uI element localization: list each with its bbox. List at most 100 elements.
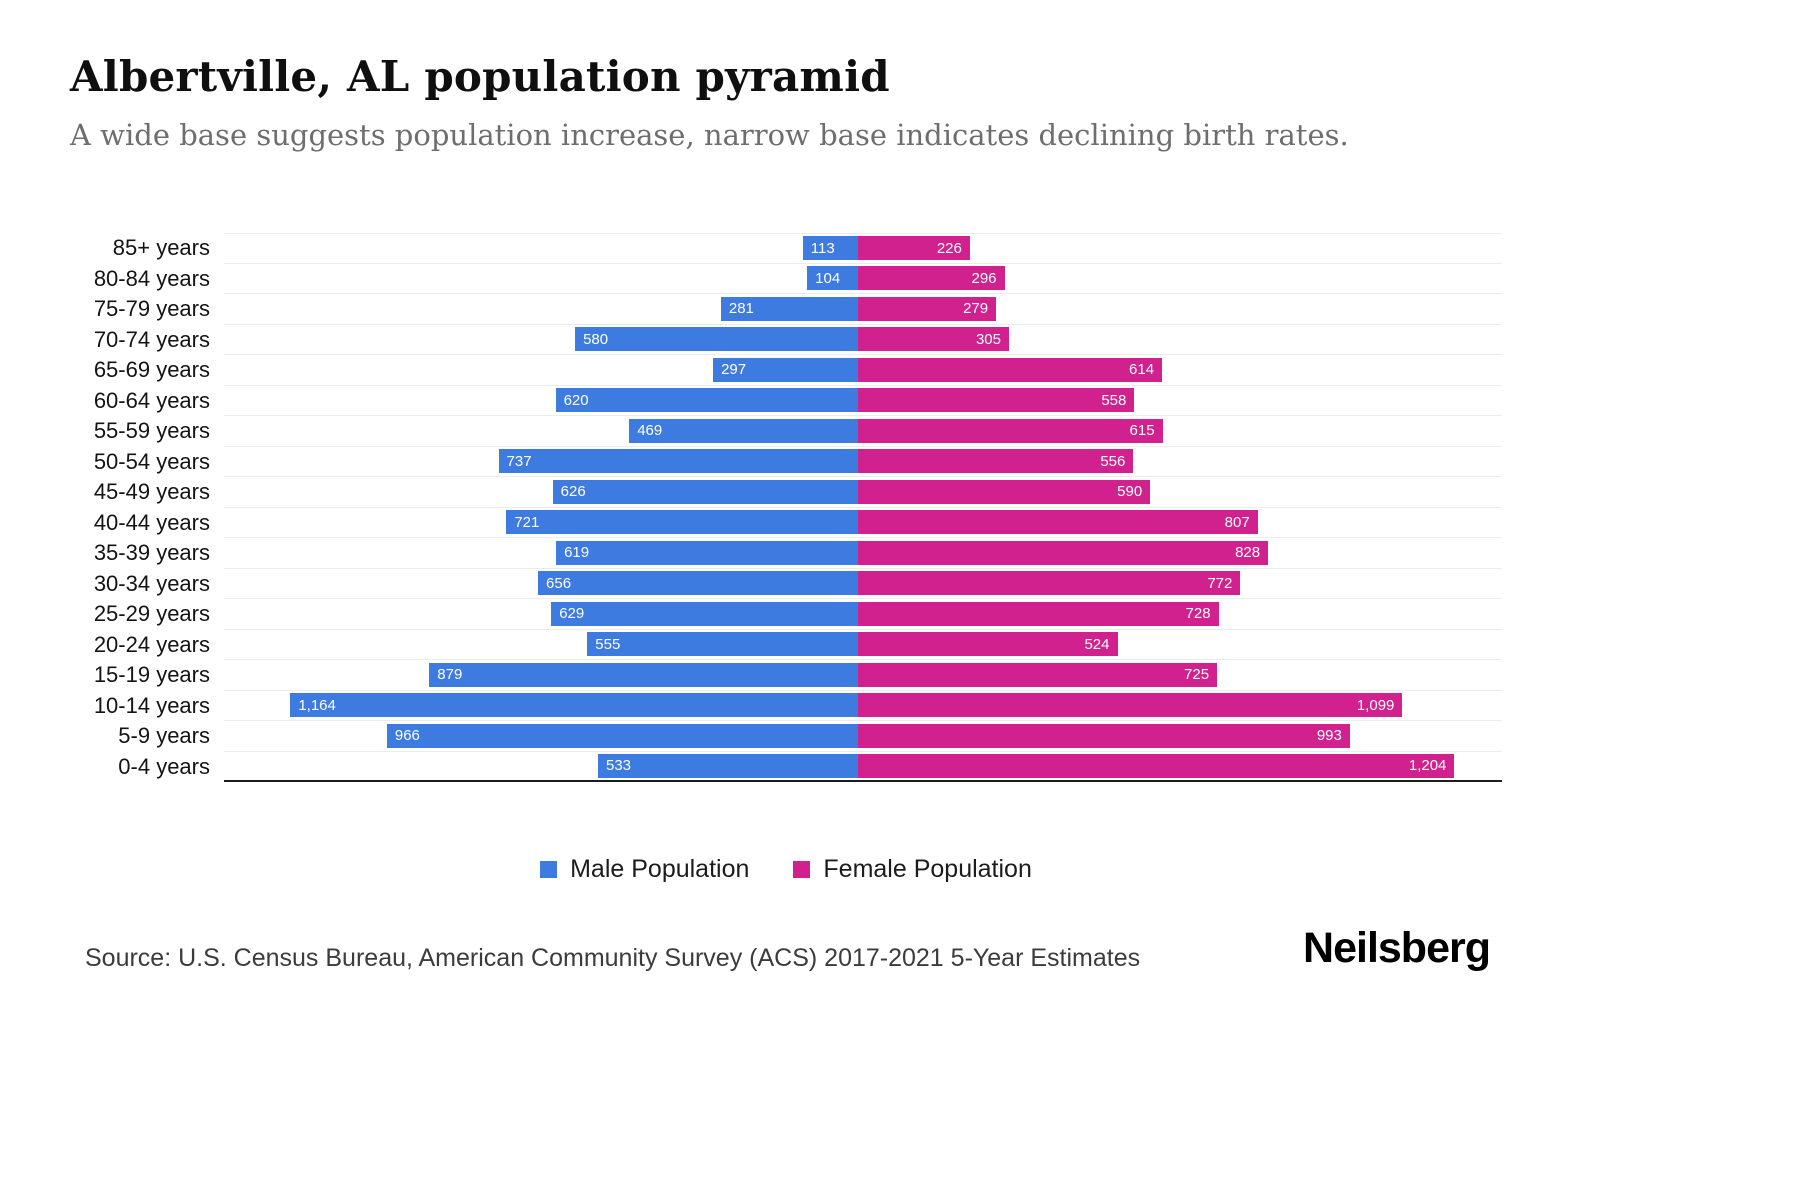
male-value-label: 113 — [810, 239, 835, 257]
pyramid-row: 80-84 years 104 296 — [70, 264, 1502, 294]
male-value-label: 629 — [559, 605, 585, 623]
age-group-label: 35-39 years — [93, 540, 210, 566]
age-group-label: 80-84 years — [93, 265, 210, 291]
age-group-label: 70-74 years — [93, 326, 210, 352]
pyramid-row: 0-4 years 533 1,204 — [70, 752, 1502, 782]
age-group-label: 50-54 years — [93, 448, 210, 474]
male-value-label: 879 — [437, 666, 463, 684]
male-bar: 104 — [807, 266, 858, 291]
legend-item-female: Female Population — [793, 855, 1032, 884]
source-attribution: Source: U.S. Census Bureau, American Com… — [85, 944, 1141, 972]
female-value-label: 614 — [1129, 361, 1155, 379]
legend-item-male: Male Population — [540, 855, 749, 884]
bar-area: 469 615 — [224, 416, 1502, 447]
male-value-label: 966 — [394, 727, 420, 745]
female-bar: 993 — [857, 723, 1350, 748]
age-group-label: 0-4 years — [118, 753, 210, 779]
male-value-label: 619 — [564, 544, 590, 562]
female-value-label: 807 — [1224, 513, 1250, 531]
female-bar: 1,204 — [857, 753, 1455, 778]
bar-area: 656 772 — [224, 569, 1502, 599]
female-value-label: 1,204 — [1408, 757, 1447, 775]
female-bar: 614 — [857, 357, 1163, 382]
bar-area: 580 305 — [224, 325, 1502, 355]
female-bar: 279 — [857, 296, 997, 321]
female-value-label: 226 — [936, 239, 962, 257]
male-value-label: 1,164 — [298, 696, 336, 714]
age-group-label: 75-79 years — [93, 296, 210, 322]
neilsberg-logo: Neilsberg — [1303, 924, 1491, 972]
age-group-label: 20-24 years — [93, 631, 210, 657]
pyramid-row: 85+ years 113 226 — [70, 233, 1502, 264]
male-bar: 966 — [386, 723, 858, 748]
female-value-label: 590 — [1117, 483, 1143, 501]
bar-area: 620 558 — [224, 386, 1502, 416]
female-bar: 1,099 — [857, 693, 1403, 718]
age-group-label: 40-44 years — [93, 509, 210, 535]
pyramid-row: 45-49 years 626 590 — [70, 477, 1502, 508]
female-bar: 305 — [857, 327, 1009, 352]
pyramid-row: 10-14 years 1,164 1,099 — [70, 691, 1502, 721]
female-bar: 828 — [857, 540, 1269, 565]
female-legend-swatch-icon — [793, 861, 811, 878]
male-bar: 555 — [587, 632, 858, 657]
male-bar: 737 — [498, 449, 858, 474]
bar-area: 737 556 — [224, 447, 1502, 477]
female-bar: 524 — [857, 632, 1118, 657]
female-value-label: 828 — [1235, 544, 1261, 562]
male-value-label: 721 — [514, 513, 540, 531]
male-value-label: 297 — [721, 361, 747, 379]
bar-area: 879 725 — [224, 660, 1502, 691]
female-bar: 226 — [857, 236, 970, 261]
female-value-label: 556 — [1100, 452, 1126, 470]
pyramid-row: 50-54 years 737 556 — [70, 447, 1502, 477]
female-bar: 558 — [857, 388, 1135, 413]
female-legend-label: Female Population — [823, 855, 1032, 883]
male-bar: 281 — [720, 296, 858, 321]
female-bar: 296 — [857, 266, 1005, 291]
bar-area: 533 1,204 — [224, 752, 1502, 782]
male-bar: 879 — [429, 662, 858, 687]
pyramid-row: 65-69 years 297 614 — [70, 355, 1502, 386]
bar-area: 297 614 — [224, 355, 1502, 386]
male-bar: 721 — [506, 510, 858, 535]
chart-legend: Male Population Female Population — [70, 855, 1502, 884]
pyramid-row: 55-59 years 469 615 — [70, 416, 1502, 447]
male-bar: 469 — [629, 418, 858, 443]
age-group-label: 65-69 years — [93, 357, 210, 383]
age-group-label: 30-34 years — [93, 570, 210, 596]
bar-area: 626 590 — [224, 477, 1502, 508]
female-value-label: 524 — [1084, 635, 1110, 653]
bar-area: 281 279 — [224, 294, 1502, 325]
male-bar: 656 — [538, 571, 858, 596]
male-value-label: 737 — [506, 452, 532, 470]
female-value-label: 615 — [1129, 422, 1155, 440]
bar-area: 966 993 — [224, 721, 1502, 752]
pyramid-row: 30-34 years 656 772 — [70, 569, 1502, 599]
age-group-label: 60-64 years — [93, 387, 210, 413]
pyramid-row: 15-19 years 879 725 — [70, 660, 1502, 691]
age-group-label: 45-49 years — [93, 479, 210, 505]
population-pyramid-chart: 85+ years 113 226 80-84 years 104 296 75-79 ye… — [70, 233, 1502, 782]
age-group-label: 10-14 years — [93, 692, 210, 718]
female-value-label: 725 — [1184, 666, 1210, 684]
male-bar: 626 — [552, 479, 858, 504]
male-bar: 113 — [802, 236, 858, 261]
female-value-label: 772 — [1207, 574, 1233, 592]
page-title: Albertville, AL population pyramid — [70, 52, 890, 101]
bar-area: 555 524 — [224, 630, 1502, 660]
female-value-label: 728 — [1185, 605, 1211, 623]
male-value-label: 626 — [560, 483, 586, 501]
pyramid-row: 70-74 years 580 305 — [70, 325, 1502, 355]
female-value-label: 279 — [963, 300, 989, 318]
male-bar: 620 — [555, 388, 858, 413]
age-group-label: 55-59 years — [93, 418, 210, 444]
age-group-label: 25-29 years — [93, 601, 210, 627]
female-bar: 728 — [857, 601, 1219, 626]
female-bar: 556 — [857, 449, 1134, 474]
pyramid-rows: 85+ years 113 226 80-84 years 104 296 75-79 ye… — [70, 233, 1502, 782]
bar-area: 721 807 — [224, 508, 1502, 538]
pyramid-row: 25-29 years 629 728 — [70, 599, 1502, 630]
female-value-label: 1,099 — [1356, 696, 1395, 714]
male-legend-swatch-icon — [540, 861, 558, 878]
